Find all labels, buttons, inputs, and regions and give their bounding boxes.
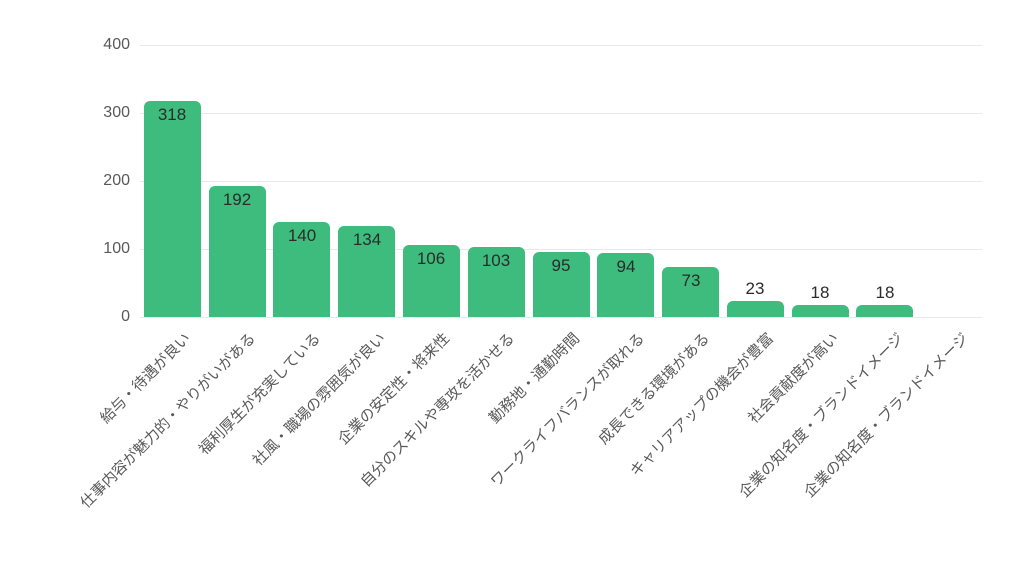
category-label: 仕事内容が魅力的・やりがいがある: [77, 330, 260, 512]
bar-value-label: 94: [616, 257, 636, 276]
bar-value-label: 318: [157, 105, 187, 124]
category-label: 勤務地・通勤時間: [486, 330, 584, 427]
category-label: 福利厚生が充実している: [195, 330, 325, 459]
bar: [662, 267, 719, 317]
bar: [144, 100, 201, 317]
category-label: 企業の知名度・ブランドイメージ: [736, 330, 908, 501]
category-label: 企業の知名度・ブランドイメージ: [801, 330, 973, 501]
y-tick-label-0: 0: [121, 308, 130, 325]
bar: [273, 221, 330, 317]
bar: [792, 304, 849, 317]
y-tick-label-200: 200: [103, 172, 130, 189]
category-label: 企業の安定性・将来性: [334, 330, 454, 449]
bar: [468, 247, 525, 317]
gridline-y-300: [140, 113, 982, 114]
bar: [727, 301, 784, 317]
category-label: 社風・職場の雰囲気が良い: [249, 330, 390, 470]
bar-value-label: 103: [481, 251, 511, 270]
category-label: キャリアアップの機会が豊富: [627, 330, 778, 480]
bar-value-label: 106: [416, 249, 446, 268]
gridline-y-0: [140, 317, 982, 318]
category-label: 給与・待遇が良い: [97, 330, 195, 427]
category-label: 自分のスキルや専攻を活かせる: [357, 330, 519, 491]
category-label: ワークライフバランスが取れる: [487, 330, 649, 491]
bar-value-label: 18: [875, 283, 895, 302]
bar: [856, 304, 913, 317]
bar: [533, 252, 590, 317]
bar-value-label: 73: [681, 271, 701, 290]
bar-value-label: 23: [745, 279, 765, 298]
y-tick-label-100: 100: [103, 240, 130, 257]
category-label: 成長できる環境がある: [595, 330, 714, 448]
bar-value-label: 192: [222, 190, 252, 209]
bar: [597, 253, 654, 317]
y-tick-label-300: 300: [103, 104, 130, 121]
bar-value-label: 95: [551, 256, 571, 275]
bar-value-label: 134: [352, 230, 382, 249]
gridline-y-400: [140, 45, 982, 46]
bar-value-label: 140: [287, 226, 317, 245]
bar: [209, 186, 266, 317]
category-label: 社会貢献度が高い: [745, 330, 843, 427]
bar-value-label: 18: [810, 283, 830, 302]
gridline-y-200: [140, 181, 982, 182]
bar: [403, 244, 460, 317]
y-tick-label-400: 400: [103, 36, 130, 53]
gridline-y-100: [140, 249, 982, 250]
bar: [338, 225, 395, 317]
